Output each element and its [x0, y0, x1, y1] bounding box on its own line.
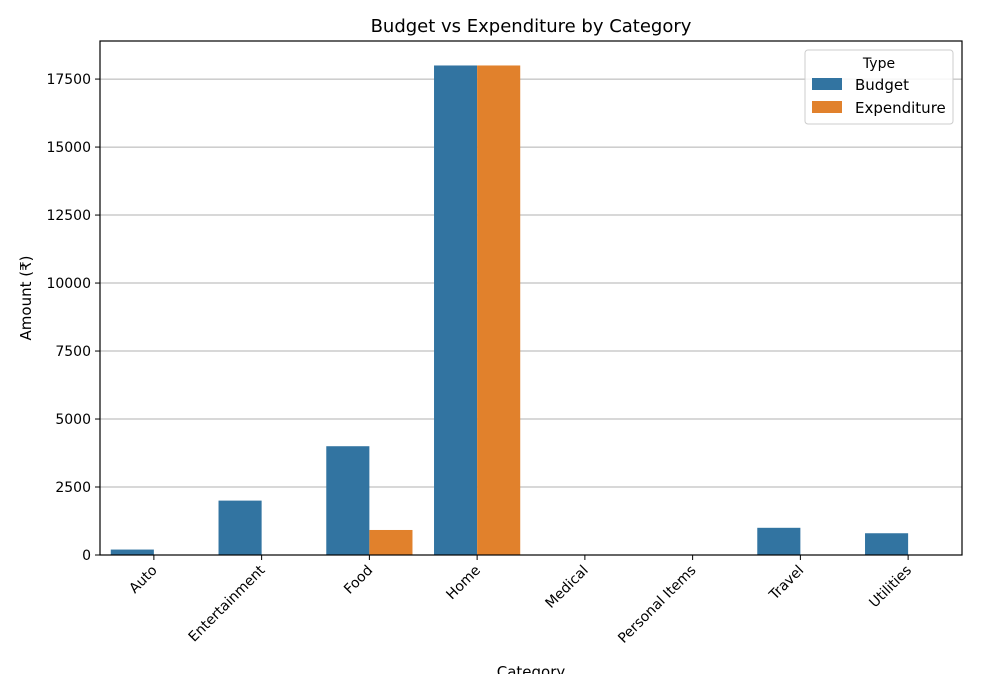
bars	[110, 65, 909, 555]
y-tick-label: 10000	[46, 276, 91, 292]
y-tick-label: 12500	[46, 208, 91, 224]
legend: Type Budget Expenditure	[804, 49, 954, 125]
y-axis: 0 2500 5000 7500 10000 12500 15000 17500	[46, 72, 100, 564]
x-tick-label: Entertainment	[186, 562, 269, 645]
x-tick-label: Travel	[766, 563, 807, 604]
y-tick-label: 0	[82, 548, 91, 564]
bar	[369, 529, 413, 555]
x-tick-label: Medical	[542, 563, 591, 612]
y-tick-label: 17500	[46, 72, 91, 88]
x-tick-label: Personal Items	[615, 563, 699, 647]
y-tick-label: 15000	[46, 140, 91, 156]
legend-swatch	[812, 78, 842, 90]
x-tick-label: Food	[341, 563, 376, 598]
x-tick-label: Auto	[126, 563, 160, 597]
chart-title: Budget vs Expenditure by Category	[371, 16, 692, 37]
bar	[477, 65, 521, 555]
plot-frame	[99, 40, 963, 556]
x-axis-label: Category	[497, 663, 566, 674]
bar	[865, 533, 909, 555]
bar	[326, 446, 370, 555]
legend-title: Type	[862, 56, 895, 72]
bar	[434, 65, 478, 555]
y-axis-label: Amount (₹)	[17, 256, 35, 341]
bar	[218, 500, 262, 555]
bar	[110, 549, 154, 555]
y-tick-label: 7500	[55, 344, 91, 360]
x-tick-label: Utilities	[866, 563, 915, 612]
legend-label: Expenditure	[855, 99, 946, 117]
legend-swatch	[812, 101, 842, 113]
x-axis: Auto Entertainment Food Home Medical Personal…	[126, 555, 915, 647]
y-tick-label: 5000	[55, 412, 91, 428]
legend-label: Budget	[855, 76, 909, 94]
x-tick-label: Home	[443, 563, 484, 604]
bar	[757, 527, 801, 555]
grid-lines	[100, 78, 962, 556]
y-tick-label: 2500	[55, 480, 91, 496]
